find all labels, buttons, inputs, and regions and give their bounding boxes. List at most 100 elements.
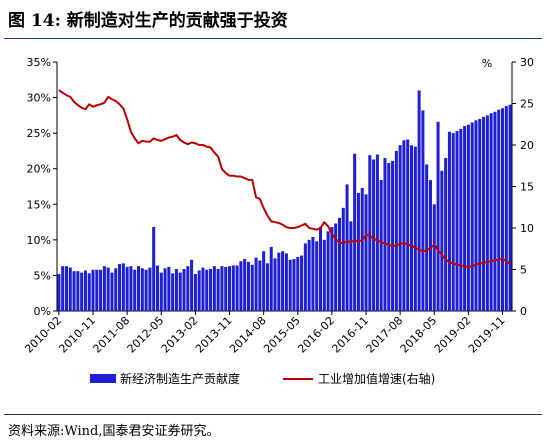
bar xyxy=(330,227,334,311)
bar xyxy=(334,223,338,311)
bar xyxy=(182,269,186,311)
bar xyxy=(444,158,448,311)
x-tick-label: 2016-11 xyxy=(329,314,371,356)
bar xyxy=(114,268,118,311)
bar xyxy=(478,118,482,311)
x-tick-label: 2013-02 xyxy=(159,314,201,356)
bar xyxy=(155,265,159,311)
bar xyxy=(402,140,406,311)
bar xyxy=(455,131,459,311)
bar xyxy=(201,267,205,311)
bar xyxy=(209,269,213,311)
bar xyxy=(288,259,292,311)
bar xyxy=(64,266,68,311)
right-tick-label: 5 xyxy=(520,264,527,277)
x-tick-label: 2019-02 xyxy=(432,314,474,356)
bar xyxy=(167,266,171,311)
bar xyxy=(254,257,258,311)
bar xyxy=(391,160,395,311)
left-tick-label: 5% xyxy=(34,269,51,282)
bar xyxy=(197,270,201,311)
legend-label-line: 工业增加值增速(右轴) xyxy=(318,371,435,386)
bar xyxy=(353,153,357,311)
x-tick-label: 2016-02 xyxy=(295,314,337,356)
bar xyxy=(95,269,99,311)
bar xyxy=(485,115,489,311)
legend-swatch-bars xyxy=(90,374,116,383)
chart: 0% 5% 10% 15% 20% 25% 30% 35% 0 5 10 15 20 25 30 2010-0… xyxy=(22,56,534,386)
bar xyxy=(459,128,463,311)
bar xyxy=(360,187,364,311)
bar xyxy=(144,269,148,311)
bar xyxy=(61,266,65,311)
right-tick-label: 15 xyxy=(520,181,534,194)
bar xyxy=(228,266,232,311)
bar xyxy=(504,106,508,311)
bar xyxy=(83,270,87,311)
bar xyxy=(110,272,114,311)
x-tick-label: 2014-08 xyxy=(227,314,269,356)
left-tick-label: 30% xyxy=(27,92,51,105)
bar xyxy=(383,158,387,311)
bar xyxy=(137,266,141,311)
right-tick-label: 10 xyxy=(520,222,534,235)
bar xyxy=(463,126,467,311)
x-tick-label: 2018-05 xyxy=(398,314,440,356)
x-tick-label: 2011-08 xyxy=(91,314,133,356)
legend-label-bars: 新经济制造生产贡献度 xyxy=(120,371,240,386)
bar xyxy=(246,261,250,311)
x-tick-label: 2019-11 xyxy=(466,314,508,356)
bar xyxy=(364,194,368,311)
bar xyxy=(159,272,163,311)
bar xyxy=(341,207,345,311)
line-series xyxy=(58,89,511,269)
bar xyxy=(322,239,326,311)
left-tick-label: 0% xyxy=(34,305,51,318)
bar xyxy=(235,265,239,311)
x-tick-label: 2010-11 xyxy=(56,314,98,356)
right-tick-label: 25 xyxy=(520,98,534,111)
bar xyxy=(72,271,76,311)
axes-layer xyxy=(53,61,516,315)
bar xyxy=(265,263,269,311)
bar xyxy=(421,110,425,311)
bar xyxy=(239,261,243,311)
bar xyxy=(398,145,402,311)
right-tick-label: 20 xyxy=(520,139,534,152)
bar xyxy=(326,231,330,311)
bar xyxy=(133,269,137,311)
bar xyxy=(387,163,391,311)
bar xyxy=(178,272,182,311)
bar xyxy=(216,269,220,311)
bar xyxy=(440,170,444,311)
bar xyxy=(68,267,72,311)
line-series-layer xyxy=(58,89,511,269)
bar xyxy=(284,253,288,311)
bar xyxy=(436,121,440,311)
bar xyxy=(87,273,91,311)
bar xyxy=(410,145,414,311)
bar xyxy=(375,154,379,311)
bar xyxy=(262,251,266,311)
bar xyxy=(413,146,417,311)
bar xyxy=(140,268,144,311)
bar xyxy=(125,266,129,311)
bar xyxy=(258,260,262,311)
bar xyxy=(224,266,228,311)
bar xyxy=(349,221,353,311)
bar xyxy=(417,90,421,312)
bar xyxy=(99,269,103,311)
bar xyxy=(489,113,493,311)
source-divider xyxy=(4,414,542,415)
bar xyxy=(193,274,197,311)
bar xyxy=(303,243,307,311)
left-tick-label: 35% xyxy=(27,56,51,69)
bar xyxy=(250,264,254,311)
bar xyxy=(368,155,372,311)
left-tick-label: 10% xyxy=(27,234,51,247)
right-axis-unit-label: % xyxy=(482,57,492,70)
bar xyxy=(273,258,277,311)
bar xyxy=(428,180,432,311)
bar xyxy=(76,271,80,311)
bar xyxy=(174,269,178,311)
